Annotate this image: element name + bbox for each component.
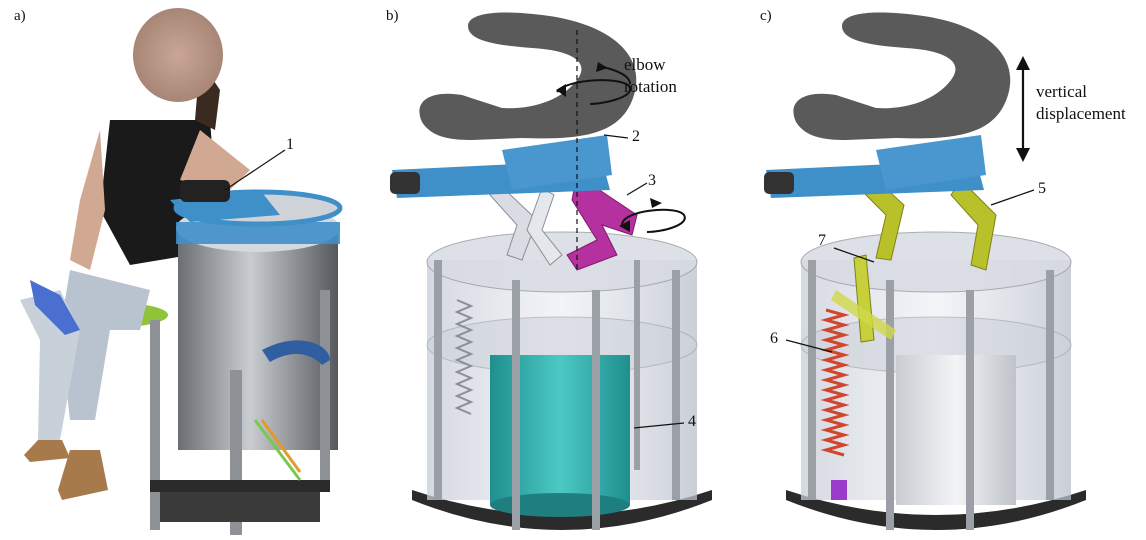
vertical-displacement-line1: vertical — [1036, 82, 1087, 101]
elbow-rotation-line2: rotation — [624, 77, 677, 96]
mechanism-render-elbow-rotation — [390, 12, 712, 530]
callout-4: 4 — [688, 413, 696, 430]
elbow-rotation-annotation: elbow rotation — [624, 54, 677, 98]
panel-b: b) — [372, 0, 746, 540]
callout-2: 2 — [632, 128, 640, 145]
panel-c-label: c) — [760, 8, 772, 24]
panel-b-label: b) — [386, 8, 399, 24]
elbow-rotation-line1: elbow — [624, 55, 666, 74]
seated-user-with-device-photo — [20, 8, 343, 535]
panel-c: c) — [746, 0, 1146, 540]
callout-3: 3 — [648, 172, 656, 189]
callout-1: 1 — [286, 136, 294, 153]
callout-5: 5 — [1038, 180, 1046, 197]
callout-6: 6 — [770, 330, 778, 347]
panel-a: a) — [0, 0, 372, 540]
panel-a-label: a) — [14, 8, 26, 24]
callout-7: 7 — [818, 232, 826, 249]
vertical-displacement-annotation: vertical displacement — [1036, 81, 1126, 125]
mechanism-render-vertical-displacement — [764, 12, 1086, 530]
vertical-displacement-line2: displacement — [1036, 104, 1126, 123]
